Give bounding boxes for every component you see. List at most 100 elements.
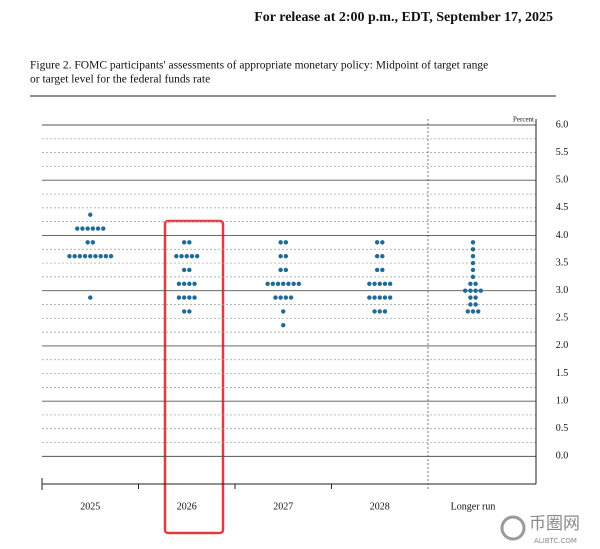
dot <box>194 253 200 259</box>
dot <box>380 253 385 259</box>
dot <box>88 295 93 300</box>
dot <box>377 295 382 300</box>
dot <box>470 247 476 252</box>
watermark-name: 币圈网 <box>529 514 580 534</box>
dot-row <box>374 240 385 245</box>
dot <box>470 309 476 314</box>
dot-row <box>278 240 289 245</box>
watermark: 币圈网 ALIBTC.COM <box>500 514 580 545</box>
dot <box>187 295 192 300</box>
dot-row <box>372 309 388 314</box>
y-tick-label: 5.5 <box>556 147 569 158</box>
x-tick-label: 2027 <box>273 501 293 512</box>
dot <box>283 295 289 300</box>
dot-row <box>85 240 96 245</box>
dot <box>372 295 377 300</box>
dot <box>278 295 283 300</box>
dot <box>187 267 192 273</box>
dot <box>367 295 372 300</box>
dot <box>374 253 380 259</box>
dot <box>189 253 195 259</box>
dot-row <box>470 240 476 245</box>
dot-row <box>374 267 385 273</box>
dot <box>90 226 96 231</box>
y-axis-label: Percent <box>513 116 534 124</box>
dot-row <box>470 253 476 259</box>
dot <box>181 267 187 273</box>
dot-row <box>465 309 481 314</box>
dot <box>387 281 393 286</box>
dot-row <box>278 267 289 273</box>
dot <box>176 281 182 286</box>
dot <box>108 253 114 259</box>
dot <box>478 288 483 293</box>
dot <box>377 309 382 314</box>
dot <box>374 267 380 273</box>
dot <box>470 240 476 245</box>
dot <box>88 212 93 217</box>
watermark-url: ALIBTC.COM <box>534 537 577 545</box>
dot <box>470 274 476 280</box>
dot <box>85 226 90 231</box>
dot <box>72 253 77 259</box>
dot <box>187 240 192 245</box>
y-tick-label: 4.5 <box>556 202 569 213</box>
dot <box>192 281 197 286</box>
x-tick-label: 2025 <box>80 501 100 512</box>
dot-row <box>468 281 478 286</box>
dot <box>473 302 478 307</box>
dot <box>473 295 478 300</box>
dot <box>382 281 388 286</box>
dot <box>278 267 283 273</box>
dot-row <box>273 295 294 300</box>
dot <box>278 253 283 259</box>
dot <box>187 309 192 314</box>
watermark-logo <box>500 515 526 541</box>
figure-caption: Figure 2. FOMC participants' assessments… <box>30 60 488 72</box>
dot-row <box>88 295 93 300</box>
dot <box>468 288 473 293</box>
dot <box>470 260 476 266</box>
dot <box>181 295 187 300</box>
dot-row <box>176 281 197 286</box>
dot-row <box>67 253 114 259</box>
y-tick-label: 2.5 <box>556 313 569 324</box>
dot <box>80 226 85 231</box>
dot <box>380 240 385 245</box>
dot <box>476 309 481 314</box>
dot <box>468 281 473 286</box>
y-tick-label: 1.5 <box>556 368 569 379</box>
dot <box>372 309 377 314</box>
y-tick-label: 0.0 <box>556 451 569 462</box>
dot <box>181 309 187 314</box>
dot-row <box>374 253 385 259</box>
dot-row <box>176 295 197 300</box>
dot <box>468 295 473 300</box>
dot <box>380 267 385 273</box>
dot <box>270 281 276 286</box>
dot <box>387 295 393 300</box>
dot-row <box>367 281 393 286</box>
dot <box>278 240 283 245</box>
dot-row <box>281 323 286 328</box>
y-tick-label: 1.0 <box>556 395 569 406</box>
y-tick-label: 4.0 <box>556 230 569 241</box>
dot-row <box>174 253 200 259</box>
dot <box>291 281 296 286</box>
y-tick-label: 2.0 <box>556 340 569 351</box>
dot <box>473 288 478 293</box>
dot <box>283 240 289 245</box>
dot <box>468 302 473 307</box>
dot <box>296 281 302 286</box>
dot <box>283 253 289 259</box>
dot <box>176 295 182 300</box>
dot <box>93 253 98 259</box>
dot <box>288 295 294 300</box>
x-tick-label: 2028 <box>370 501 390 512</box>
dot <box>281 323 286 328</box>
dot-row <box>470 274 476 280</box>
dot-row <box>367 295 393 300</box>
dot <box>85 240 90 245</box>
dot <box>286 281 291 286</box>
